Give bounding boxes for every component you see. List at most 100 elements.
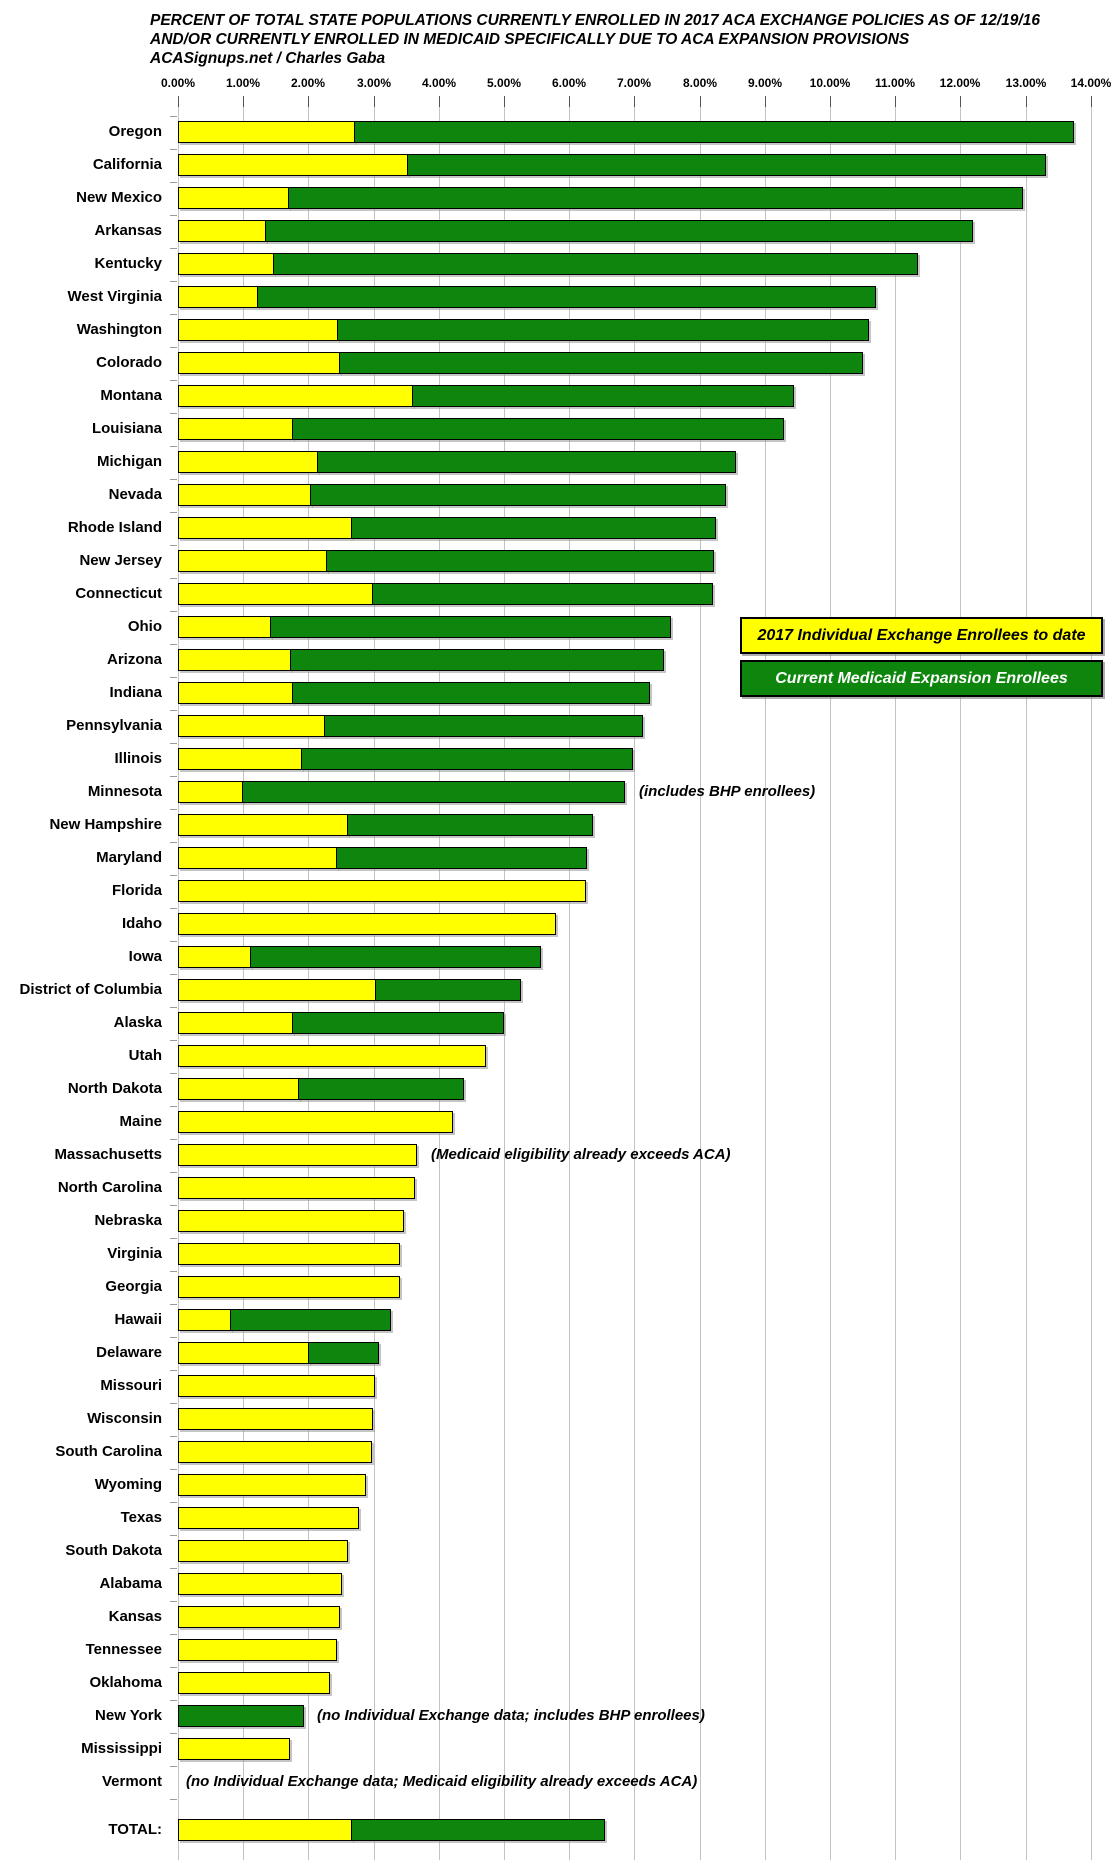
medicaid-bar-segment (230, 1309, 391, 1331)
category-tick (170, 1765, 177, 1767)
exchange-bar-segment (178, 550, 327, 572)
category-tick (170, 643, 177, 645)
state-label: Hawaii (114, 1311, 162, 1328)
exchange-bar-segment (178, 1540, 348, 1562)
category-tick (170, 214, 177, 216)
exchange-bar-segment (178, 682, 293, 704)
category-tick (170, 148, 177, 150)
vertical-gridline (830, 107, 831, 1860)
category-tick (170, 676, 177, 678)
exchange-bar-segment (178, 1045, 486, 1067)
x-axis-tick (178, 96, 179, 107)
medicaid-bar-segment (310, 484, 726, 506)
category-tick (170, 742, 177, 744)
medicaid-bar-segment (257, 286, 876, 308)
state-label: District of Columbia (19, 981, 162, 998)
exchange-bar-segment (178, 286, 258, 308)
medicaid-bar-segment (337, 319, 869, 341)
medicaid-bar-segment (178, 1705, 304, 1727)
exchange-bar-segment (178, 418, 293, 440)
state-label: Tennessee (85, 1641, 162, 1658)
medicaid-bar-segment (292, 1012, 504, 1034)
exchange-bar-segment (178, 1243, 400, 1265)
state-label: Maine (119, 1113, 162, 1130)
exchange-bar-segment (178, 1441, 372, 1463)
category-tick (170, 874, 177, 876)
exchange-bar-segment (178, 121, 355, 143)
exchange-bar-segment (178, 616, 271, 638)
exchange-bar-segment (178, 1012, 293, 1034)
category-tick (170, 1666, 177, 1668)
category-tick (170, 1798, 177, 1800)
state-label: New Mexico (76, 189, 162, 206)
medicaid-bar-segment (288, 187, 1023, 209)
exchange-bar-segment (178, 946, 251, 968)
state-label: Minnesota (87, 783, 162, 800)
state-label: Texas (120, 1509, 162, 1526)
category-tick (170, 313, 177, 315)
medicaid-bar-segment (317, 451, 736, 473)
category-tick (170, 1369, 177, 1371)
exchange-bar-segment (178, 979, 376, 1001)
medicaid-bar-segment (412, 385, 794, 407)
exchange-bar-segment (178, 1177, 415, 1199)
x-axis-tick (243, 96, 244, 107)
category-tick (170, 709, 177, 711)
category-tick (170, 379, 177, 381)
exchange-bar-segment (178, 1606, 340, 1628)
state-label: Indiana (109, 684, 162, 701)
state-label: Illinois (114, 750, 162, 767)
category-tick (170, 115, 177, 117)
exchange-bar-segment (178, 1144, 417, 1166)
medicaid-bar-segment (298, 1078, 464, 1100)
state-label: Florida (111, 882, 162, 899)
vertical-gridline (1091, 107, 1092, 1860)
vertical-gridline (895, 107, 896, 1860)
medicaid-bar-segment (292, 418, 784, 440)
state-label: Wisconsin (87, 1410, 162, 1427)
x-axis-tick (765, 96, 766, 107)
state-label: Kentucky (94, 255, 162, 272)
x-axis-tick (374, 96, 375, 107)
x-axis-tick-label: 0.00% (160, 76, 196, 90)
legend-exchange-label: 2017 Individual Exchange Enrollees to da… (757, 626, 1086, 644)
x-axis-tick (1026, 96, 1027, 107)
category-tick (170, 577, 177, 579)
x-axis-tick-label: 6.00% (551, 76, 587, 90)
category-tick (170, 1171, 177, 1173)
state-label: Rhode Island (67, 519, 162, 536)
x-axis-tick-label: 10.00% (809, 76, 851, 90)
exchange-bar-segment (178, 649, 291, 671)
state-label: Nevada (108, 486, 162, 503)
exchange-bar-segment (178, 1309, 231, 1331)
category-tick (170, 412, 177, 414)
medicaid-bar-segment (354, 121, 1074, 143)
row-annotation: (no Individual Exchange data; Medicaid e… (186, 1773, 698, 1790)
state-label: Nebraska (94, 1212, 162, 1229)
state-label: North Carolina (57, 1179, 162, 1196)
category-tick (170, 1204, 177, 1206)
medicaid-bar-segment (326, 550, 714, 572)
exchange-bar-segment (178, 319, 338, 341)
exchange-bar-segment (178, 781, 243, 803)
category-tick (170, 907, 177, 909)
category-tick (170, 610, 177, 612)
state-label: Washington (76, 321, 162, 338)
medicaid-bar-segment (351, 1819, 605, 1841)
state-label: Oklahoma (89, 1674, 162, 1691)
state-label: New York (95, 1707, 162, 1724)
medicaid-bar-segment (336, 847, 587, 869)
x-axis-tick-label: 3.00% (356, 76, 392, 90)
state-label: Massachusetts (54, 1146, 162, 1163)
exchange-bar-segment (178, 913, 556, 935)
medicaid-bar-segment (273, 253, 918, 275)
medicaid-bar-segment (339, 352, 863, 374)
category-tick (170, 841, 177, 843)
medicaid-bar-segment (290, 649, 664, 671)
medicaid-bar-segment (375, 979, 521, 1001)
state-label: Georgia (105, 1278, 162, 1295)
exchange-bar-segment (178, 1210, 404, 1232)
legend-exchange: 2017 Individual Exchange Enrollees to da… (740, 617, 1103, 654)
category-tick (170, 445, 177, 447)
exchange-bar-segment (178, 847, 337, 869)
